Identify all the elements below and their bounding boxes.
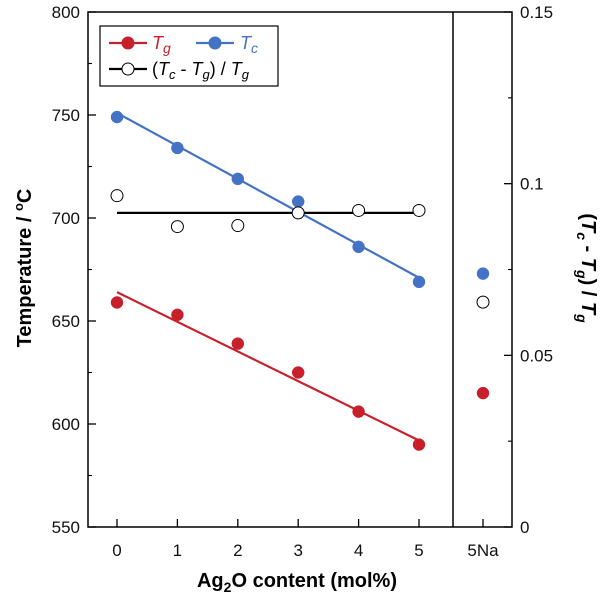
- legend: Tg Tc (Tc - Tg) / Tg: [99, 25, 279, 87]
- legend-marker-2: [121, 62, 135, 76]
- left-tick-label: 700: [52, 209, 80, 228]
- point-series-2-1: [170, 220, 184, 234]
- left-tick-label: 650: [52, 312, 80, 331]
- left-axis-title: Temperature / oC: [11, 189, 36, 348]
- point-series-0-1: [171, 308, 184, 322]
- plot-frame: [87, 11, 513, 528]
- fit-lines: [116, 111, 420, 442]
- point-series-0-2: [231, 337, 245, 350]
- right-axis-ticks: 0 0.05 0.1 0.15: [504, 3, 553, 537]
- right-axis-title: (Tc - Tg) / Tg: [574, 213, 599, 323]
- x-tick-label: 3: [293, 541, 302, 560]
- x-tick-label: 4: [354, 541, 363, 560]
- left-tick-label: 750: [52, 106, 80, 125]
- x-axis-title: Ag2O content (mol%): [197, 570, 397, 595]
- legend-label-tc: Tc: [240, 33, 258, 56]
- legend-label-tg: Tg: [152, 33, 171, 56]
- point-series-0-0: [110, 296, 124, 309]
- point-series-0-4: [352, 405, 365, 418]
- data-points: [110, 110, 490, 451]
- plot-border: [87, 11, 513, 528]
- point-series-0-5: [412, 438, 426, 451]
- right-tick-label: 0: [520, 518, 529, 537]
- right-tick-label: 0.15: [520, 3, 553, 22]
- left-axis-ticks: 550 600 650 700 750 800: [52, 3, 96, 537]
- axis-titles: Ag2O content (mol%) Temperature / oC (Tc -…: [11, 189, 599, 595]
- point-series-0-3: [291, 366, 305, 379]
- point-series-2-5: [412, 203, 426, 217]
- point-series-1-5: [412, 275, 426, 289]
- legend-label-ratio: (Tc - Tg) / Tg: [152, 59, 250, 82]
- fit-line-series-1: [116, 111, 420, 279]
- x-axis-ticks: 0 1 2 3 4 5 5Na: [112, 519, 499, 560]
- point-series-1-1: [171, 141, 184, 155]
- legend-marker-1: [208, 36, 222, 50]
- x-tick-label: 2: [233, 541, 242, 560]
- x-tick-label: 5: [414, 541, 423, 560]
- point-series-1-0: [110, 110, 124, 124]
- point-series-2-6: [476, 295, 490, 309]
- point-series-2-2: [231, 219, 245, 233]
- point-series-2-0: [110, 189, 124, 203]
- x-tick-label: 5Na: [467, 541, 499, 560]
- point-series-1-4: [352, 240, 365, 254]
- point-series-1-6: [476, 267, 490, 280]
- point-series-1-3: [291, 195, 305, 208]
- x-tick-label: 0: [112, 541, 121, 560]
- point-series-2-4: [352, 203, 366, 217]
- right-tick-label: 0.05: [520, 346, 553, 365]
- left-tick-label: 600: [52, 415, 80, 434]
- point-series-1-2: [231, 172, 245, 186]
- legend-box: [99, 25, 279, 87]
- left-tick-label: 550: [52, 518, 80, 537]
- left-tick-label: 800: [52, 3, 80, 22]
- legend-marker-0: [121, 36, 135, 50]
- right-tick-label: 0.1: [520, 175, 544, 194]
- point-series-2-3: [291, 206, 305, 220]
- x-tick-label: 1: [173, 541, 182, 560]
- fit-line-series-0: [116, 291, 420, 442]
- point-series-0-6: [476, 386, 490, 400]
